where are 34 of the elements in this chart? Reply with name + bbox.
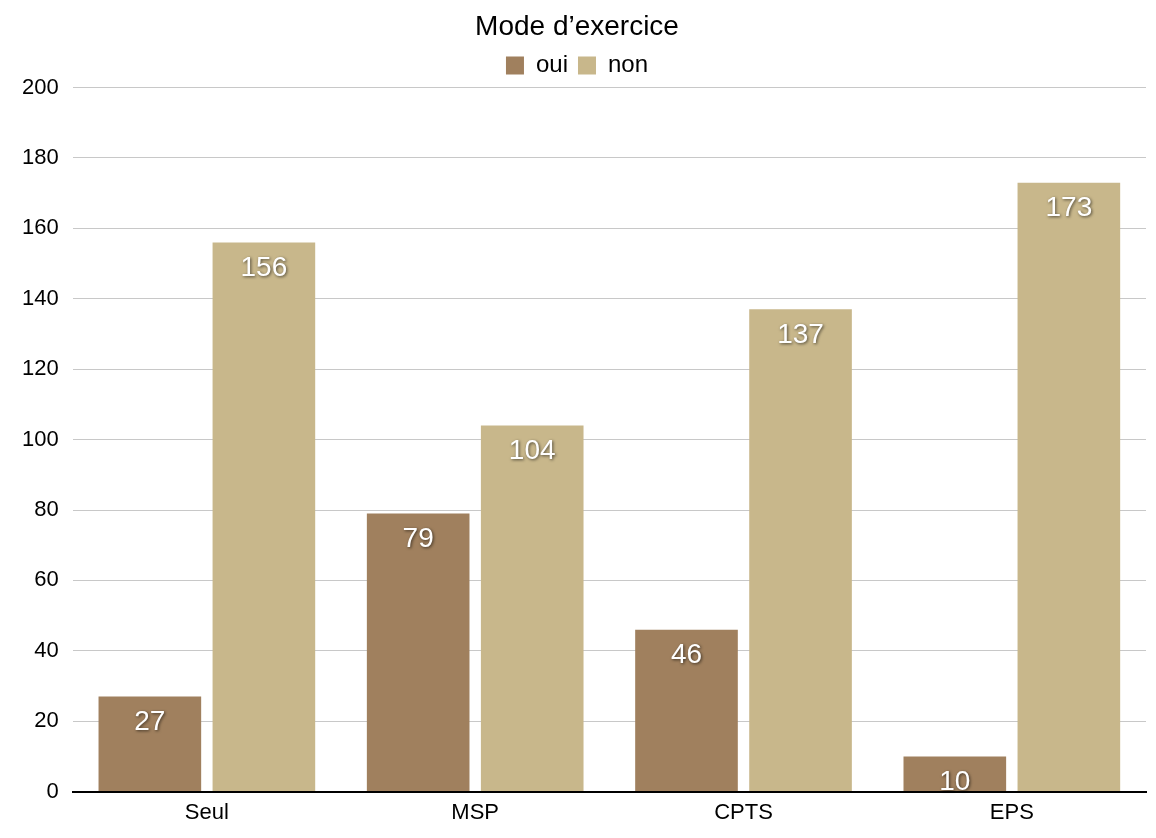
y-tick-label: 200 [21, 73, 59, 99]
data-label: 46 [670, 638, 703, 670]
y-tick-label: 80 [34, 496, 59, 522]
bar [749, 309, 852, 792]
data-label: 27 [134, 705, 166, 737]
y-tick-label: 120 [21, 355, 59, 381]
data-label: 173 [1045, 191, 1093, 223]
y-tick-label: 140 [21, 284, 59, 310]
bar [480, 425, 584, 792]
x-tick-label: CPTS [714, 798, 773, 824]
data-label: 79 [402, 522, 434, 554]
x-tick-label: Seul [184, 798, 229, 824]
y-tick-label: 40 [34, 636, 59, 662]
bar [212, 242, 316, 792]
data-label: 10 [939, 765, 971, 797]
data-label: 156 [240, 251, 288, 283]
y-tick-label: 60 [34, 566, 59, 592]
chart-title: Mode d’exercice [475, 9, 679, 41]
x-tick-label: EPS [989, 798, 1034, 824]
legend-label: oui [535, 50, 568, 78]
y-tick-label: 20 [34, 707, 59, 733]
y-tick-label: 100 [21, 425, 59, 451]
bar [635, 629, 738, 792]
y-tick-label: 160 [21, 214, 59, 240]
bar [98, 696, 202, 792]
y-tick-label: 180 [21, 144, 59, 170]
data-label: 104 [508, 434, 556, 466]
bar [1017, 182, 1121, 792]
bar [903, 756, 1007, 792]
x-tick-label: MSP [451, 798, 500, 824]
data-label: 137 [777, 318, 824, 350]
y-tick-label: 0 [46, 777, 59, 803]
bar [366, 513, 470, 792]
legend-label: non [607, 50, 649, 78]
